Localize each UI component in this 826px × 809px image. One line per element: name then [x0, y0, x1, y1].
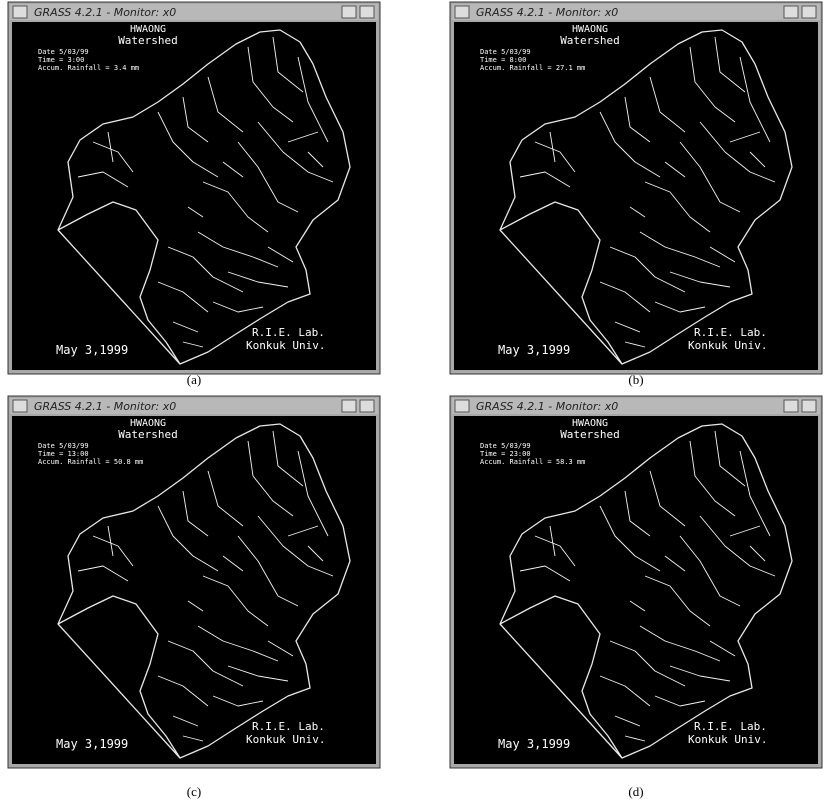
minimize-button[interactable] — [342, 400, 356, 412]
day-label: May 3,1999 — [56, 343, 128, 357]
window-title: GRASS 4.2.1 - Monitor: x0 — [34, 6, 176, 19]
caption: (a) — [187, 372, 201, 387]
display-area — [12, 416, 376, 764]
date-label: Date 5/03/99 — [38, 442, 89, 450]
rainfall-label: Accum. Rainfall = 58.3 mm — [480, 458, 585, 466]
map-subtitle: Watershed — [560, 34, 620, 47]
rainfall-label: Accum. Rainfall = 3.4 mm — [38, 64, 139, 72]
lab-label: R.I.E. Lab. — [252, 720, 325, 733]
univ-label: Konkuk Univ. — [688, 339, 767, 352]
display-area — [12, 22, 376, 370]
univ-label: Konkuk Univ. — [688, 733, 767, 746]
day-label: May 3,1999 — [56, 737, 128, 751]
minimize-button[interactable] — [784, 400, 798, 412]
date-label: Date 5/03/99 — [38, 48, 89, 56]
display-area — [454, 416, 818, 764]
time-label: Time = 23:00 — [480, 450, 531, 458]
map-subtitle: Watershed — [560, 428, 620, 441]
window-title: GRASS 4.2.1 - Monitor: x0 — [476, 6, 618, 19]
caption: (c) — [187, 784, 201, 799]
time-label: Time = 13:00 — [38, 450, 89, 458]
menu-button[interactable] — [455, 400, 469, 412]
minimize-button[interactable] — [784, 6, 798, 18]
univ-label: Konkuk Univ. — [246, 339, 325, 352]
window-title: GRASS 4.2.1 - Monitor: x0 — [476, 400, 618, 413]
window-title: GRASS 4.2.1 - Monitor: x0 — [34, 400, 176, 413]
univ-label: Konkuk Univ. — [246, 733, 325, 746]
menu-button[interactable] — [13, 6, 27, 18]
lab-label: R.I.E. Lab. — [694, 720, 767, 733]
map-subtitle: Watershed — [118, 428, 178, 441]
date-label: Date 5/03/99 — [480, 442, 531, 450]
minimize-button[interactable] — [342, 6, 356, 18]
menu-button[interactable] — [455, 6, 469, 18]
caption: (d) — [628, 784, 643, 799]
maximize-button[interactable] — [360, 400, 374, 412]
date-label: Date 5/03/99 — [480, 48, 531, 56]
lab-label: R.I.E. Lab. — [694, 326, 767, 339]
day-label: May 3,1999 — [498, 343, 570, 357]
caption: (b) — [628, 372, 643, 387]
time-label: Time = 3:00 — [38, 56, 84, 64]
monitor-window: GRASS 4.2.1 - Monitor: x0HWAONGWatershed… — [8, 396, 380, 799]
monitor-window: GRASS 4.2.1 - Monitor: x0HWAONGWatershed… — [450, 396, 822, 799]
display-area — [454, 22, 818, 370]
time-label: Time = 8:00 — [480, 56, 526, 64]
figure: GRASS 4.2.1 - Monitor: x0HWAONGWatershed… — [0, 0, 826, 809]
monitor-window: GRASS 4.2.1 - Monitor: x0HWAONGWatershed… — [8, 2, 380, 387]
lab-label: R.I.E. Lab. — [252, 326, 325, 339]
rainfall-label: Accum. Rainfall = 27.1 mm — [480, 64, 585, 72]
rainfall-label: Accum. Rainfall = 50.8 mm — [38, 458, 143, 466]
menu-button[interactable] — [13, 400, 27, 412]
day-label: May 3,1999 — [498, 737, 570, 751]
maximize-button[interactable] — [360, 6, 374, 18]
monitor-window: GRASS 4.2.1 - Monitor: x0HWAONGWatershed… — [450, 2, 822, 387]
maximize-button[interactable] — [802, 6, 816, 18]
maximize-button[interactable] — [802, 400, 816, 412]
map-subtitle: Watershed — [118, 34, 178, 47]
